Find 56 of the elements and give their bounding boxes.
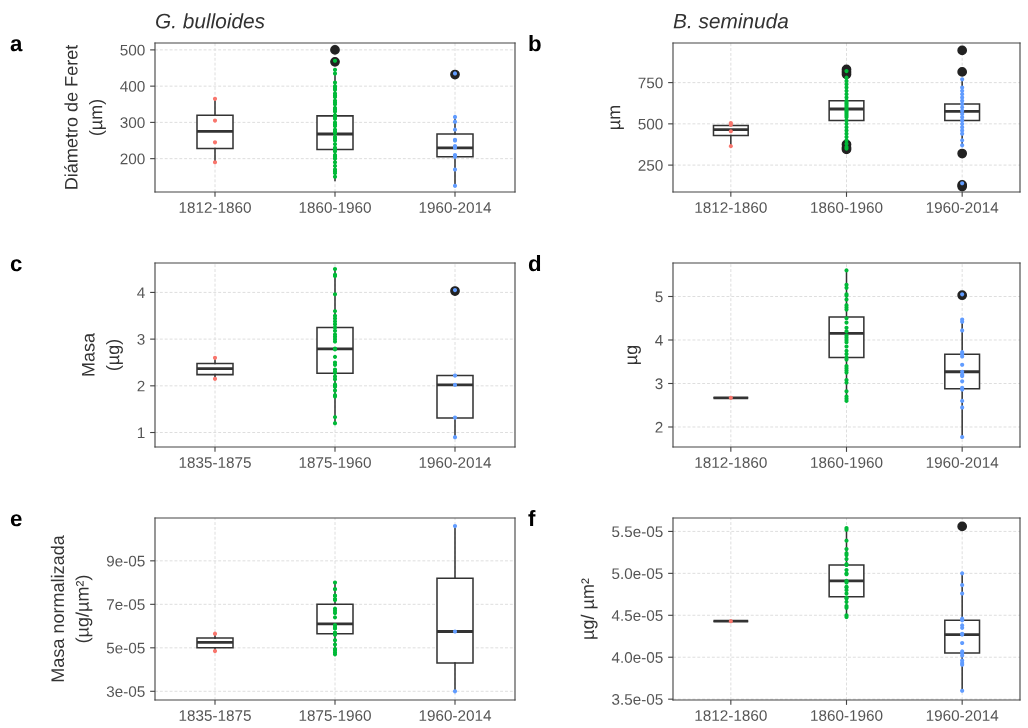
y-tick-label: 200 [120, 153, 145, 165]
y-tick-label: 750 [638, 77, 663, 89]
y-tick-label: 9e-05 [106, 555, 145, 567]
y-tick-label: 4 [137, 287, 145, 298]
y-tick-label: 3.5e-05 [612, 694, 663, 705]
x-tick-label: 1835-1875 [179, 710, 251, 721]
y-tick-label: 7e-05 [106, 599, 145, 611]
text: f [528, 510, 536, 527]
y-tick-label: 3e-05 [106, 686, 145, 697]
y-tick-label: 1 [137, 427, 145, 439]
y-tick-label: 2 [137, 380, 145, 392]
x-tick-label: 1960-2014 [419, 710, 492, 721]
text: a [10, 39, 23, 52]
x-tick-label: 1875-1960 [299, 710, 371, 721]
y-tick-label: 3 [655, 378, 663, 390]
x-tick-label: 1860-1960 [811, 710, 883, 721]
y-tick-label: 2 [655, 421, 663, 433]
y-tick-label: 500 [638, 118, 663, 130]
y-tick-label: 4.0e-05 [611, 652, 663, 663]
x-tick-label: 1812-1860 [695, 202, 767, 213]
y-tick-label: 3 [137, 333, 145, 345]
x-tick-label: 1960-2014 [926, 202, 999, 213]
y-axis-title: Masa normalizada (µg/µm²) [50, 535, 93, 682]
y-tick-label: 500 [120, 44, 145, 56]
text: e [10, 514, 22, 527]
x-tick-label: 1960-2014 [926, 710, 999, 721]
x-tick-label: 1875-1960 [299, 457, 371, 468]
y-tick-label: 5.5e-05 [612, 526, 663, 538]
x-tick-label: 1960-2014 [419, 202, 492, 213]
x-tick-label: 1960-2014 [926, 457, 999, 468]
x-tick-label: 1860-1960 [299, 202, 371, 213]
y-axis-title: Diámetro de Feret (µm) [64, 44, 106, 189]
y-tick-label: 250 [638, 159, 663, 171]
x-tick-label: 1835-1875 [179, 457, 251, 468]
text: b [529, 35, 541, 52]
chart-title: G. bulloides [156, 13, 265, 29]
x-tick-label: 1812-1860 [695, 457, 767, 468]
x-tick-label: 1960-2014 [419, 457, 492, 468]
y-axis-title: µm [610, 105, 624, 129]
y-tick-label: 5.0e-05 [612, 568, 663, 580]
x-tick-label: 1812-1860 [695, 710, 767, 721]
y-tick-label: 5e-05 [106, 642, 145, 654]
chart-title: B. seminuda [673, 13, 789, 29]
y-axis-title: µg [627, 345, 641, 364]
y-tick-label: 400 [120, 81, 145, 92]
y-tick-label: 4 [655, 335, 663, 346]
y-tick-label: 300 [120, 117, 145, 129]
text: c [10, 259, 22, 272]
y-tick-label: 5 [655, 291, 663, 303]
y-axis-title: µg/ µm² [580, 578, 598, 639]
x-tick-label: 1860-1960 [811, 202, 883, 213]
text: d [528, 255, 541, 272]
x-tick-label: 1860-1960 [811, 457, 883, 468]
y-tick-label: 4.5e-05 [611, 610, 663, 621]
x-tick-label: 1812-1860 [179, 202, 251, 213]
y-axis-title: Masa (µg) [82, 332, 123, 376]
